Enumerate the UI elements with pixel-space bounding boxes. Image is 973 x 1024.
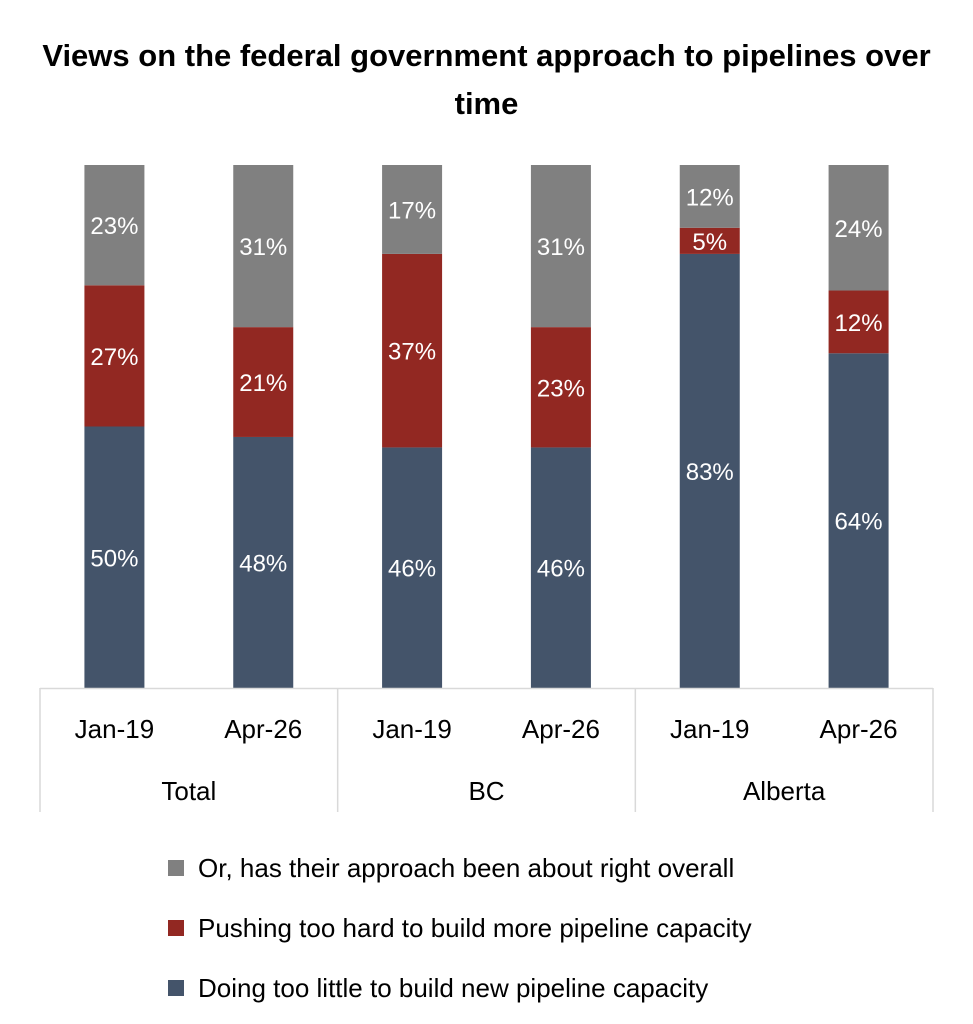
x-tick-label: Jan-19 <box>670 714 750 744</box>
x-tick-label: Jan-19 <box>75 714 155 744</box>
data-label: 27% <box>90 344 138 371</box>
bar-segment <box>382 253 443 448</box>
legend-swatch <box>168 860 184 876</box>
bar-segment <box>828 290 889 354</box>
x-tick-label: Apr-26 <box>224 714 302 744</box>
bar-segment <box>233 436 294 688</box>
data-label: 50% <box>90 545 138 572</box>
chart-title: Views on the federal government approach… <box>42 38 931 121</box>
data-label: 23% <box>537 375 585 402</box>
legend-item: Or, has their approach been about right … <box>168 838 752 898</box>
bar-segment <box>84 426 145 688</box>
data-label: 46% <box>537 556 585 583</box>
legend-label: Pushing too hard to build more pipeline … <box>198 912 752 943</box>
bar-segment <box>382 447 443 688</box>
data-label: 17% <box>388 197 436 224</box>
x-tick-label: Apr-26 <box>522 714 600 744</box>
bar-segment <box>233 327 294 437</box>
bar-segment <box>530 447 591 688</box>
data-label: 23% <box>90 213 138 240</box>
bar-segment <box>679 227 740 254</box>
data-label: 12% <box>686 184 734 211</box>
data-label: 31% <box>537 234 585 261</box>
legend-swatch <box>168 980 184 996</box>
data-label: 46% <box>388 556 436 583</box>
data-label: 5% <box>692 229 727 256</box>
bar-segment <box>828 353 889 688</box>
legend-item: Pushing too hard to build more pipeline … <box>168 898 752 958</box>
group-label: Total <box>161 776 216 806</box>
data-label: 31% <box>239 234 287 261</box>
legend-label: Or, has their approach been about right … <box>198 852 735 883</box>
bar-segment <box>84 285 145 427</box>
x-tick-label: Jan-19 <box>372 714 452 744</box>
data-label: 37% <box>388 339 436 366</box>
legend-swatch <box>168 920 184 936</box>
stacked-bar-chart: 50% 27% 23% 48% 21% 31% 46% 37% 17% 46% 23% 31% 83% 5… <box>39 165 934 812</box>
bar-segment <box>679 253 740 688</box>
x-tick-label: Apr-26 <box>820 714 898 744</box>
bar-segment <box>530 327 591 448</box>
bar-segment <box>233 165 294 328</box>
data-label: 12% <box>835 310 883 337</box>
legend-label: Doing too little to build new pipeline c… <box>198 972 709 1003</box>
data-label: 21% <box>239 370 287 397</box>
bar-segment <box>530 165 591 328</box>
group-label: Alberta <box>743 776 826 806</box>
bar-segment <box>679 165 740 228</box>
data-label: 48% <box>239 550 287 577</box>
data-label: 83% <box>686 459 734 486</box>
bar-segment <box>382 165 443 254</box>
bar-segment <box>828 165 889 291</box>
data-label: 24% <box>835 216 883 243</box>
legend-item: Doing too little to build new pipeline c… <box>168 958 752 1018</box>
group-label: BC <box>468 776 504 806</box>
bar-segment <box>84 165 145 286</box>
chart-legend: Or, has their approach been about right … <box>168 838 752 1018</box>
data-label: 64% <box>835 509 883 536</box>
